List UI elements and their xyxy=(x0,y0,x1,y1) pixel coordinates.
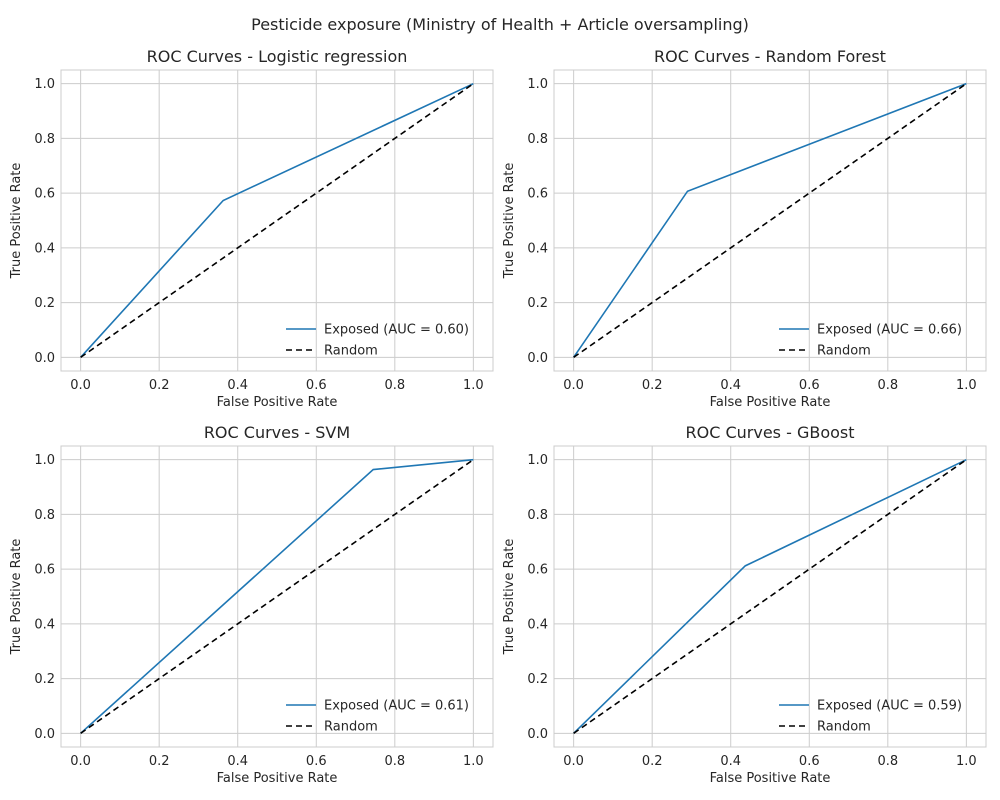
x-tick-label: 1.0 xyxy=(463,378,484,393)
plot-frame xyxy=(553,445,987,748)
legend: Exposed (AUC = 0.61) Random xyxy=(286,699,469,735)
random-baseline-line xyxy=(80,83,474,358)
y-axis-label: True Positive Rate xyxy=(502,539,517,656)
x-tick-label: 0.4 xyxy=(720,754,741,769)
plot-frame xyxy=(553,69,987,372)
x-tick-label: 0.2 xyxy=(642,754,663,769)
x-tick-label: 0.8 xyxy=(877,378,898,393)
x-tick-label: 0.0 xyxy=(70,754,91,769)
x-tick-label: 0.4 xyxy=(227,378,248,393)
panel-title: ROC Curves - SVM xyxy=(204,423,350,442)
y-tick-label: 0.2 xyxy=(527,672,548,687)
y-tick-label: 0.6 xyxy=(527,187,548,202)
y-tick-label: 0.4 xyxy=(34,241,55,256)
y-tick-label: 0.8 xyxy=(527,132,548,147)
y-tick-label: 0.0 xyxy=(527,351,548,366)
y-tick-label: 0.2 xyxy=(34,296,55,311)
panel-title: ROC Curves - Logistic regression xyxy=(147,47,408,66)
legend-label: Exposed (AUC = 0.59) xyxy=(817,699,962,714)
y-tick-label: 1.0 xyxy=(527,453,548,468)
x-tick-label: 0.6 xyxy=(306,378,327,393)
y-tick-label: 0.4 xyxy=(527,241,548,256)
x-axis-label: False Positive Rate xyxy=(710,395,831,410)
y-tick-label: 0.0 xyxy=(527,727,548,742)
chart-panel-2: 0.0 0.2 0.4 0.6 0.8 1.0 0.0 0.2 0.4 0.6 0.8 1.0 ROC … xyxy=(502,47,987,410)
y-tick-label: 1.0 xyxy=(527,77,548,92)
panels-container: 0.0 0.2 0.4 0.6 0.8 1.0 0.0 0.2 0.4 0.6 0.8 1.0 ROC … xyxy=(9,47,987,786)
y-tick-label: 0.6 xyxy=(34,563,55,578)
y-tick-label: 0.2 xyxy=(527,296,548,311)
random-baseline-line xyxy=(573,83,967,358)
legend-label: Exposed (AUC = 0.66) xyxy=(817,323,962,338)
chart-panel-4: 0.0 0.2 0.4 0.6 0.8 1.0 0.0 0.2 0.4 0.6 0.8 1.0 ROC … xyxy=(502,423,987,786)
x-tick-label: 0.0 xyxy=(563,378,584,393)
x-tick-label: 0.2 xyxy=(149,378,170,393)
figure-title: Pesticide exposure (Ministry of Health +… xyxy=(251,15,749,34)
x-axis-label: False Positive Rate xyxy=(217,395,338,410)
plot-frame xyxy=(60,69,494,372)
legend-label: Exposed (AUC = 0.61) xyxy=(324,699,469,714)
y-tick-label: 0.8 xyxy=(527,508,548,523)
legend-label: Random xyxy=(817,344,871,359)
y-tick-label: 1.0 xyxy=(34,453,55,468)
y-axis-label: True Positive Rate xyxy=(502,163,517,280)
y-axis-label: True Positive Rate xyxy=(9,539,24,656)
random-baseline-line xyxy=(573,459,967,734)
x-tick-label: 0.0 xyxy=(563,754,584,769)
y-tick-label: 0.2 xyxy=(34,672,55,687)
legend-label: Exposed (AUC = 0.60) xyxy=(324,323,469,338)
x-tick-label: 0.2 xyxy=(642,378,663,393)
chart-panel-1: 0.0 0.2 0.4 0.6 0.8 1.0 0.0 0.2 0.4 0.6 0.8 1.0 ROC … xyxy=(9,47,494,410)
legend-label: Random xyxy=(817,720,871,735)
roc-curve-line xyxy=(80,82,474,358)
y-tick-label: 0.4 xyxy=(527,617,548,632)
legend-label: Random xyxy=(324,344,378,359)
roc-curve-line xyxy=(572,82,967,358)
legend: Exposed (AUC = 0.59) Random xyxy=(779,699,962,735)
y-tick-label: 1.0 xyxy=(34,77,55,92)
y-tick-label: 0.8 xyxy=(34,508,55,523)
roc-curve-line xyxy=(573,458,967,734)
x-axis-label: False Positive Rate xyxy=(710,771,831,786)
y-tick-label: 0.6 xyxy=(527,563,548,578)
y-tick-label: 0.8 xyxy=(34,132,55,147)
x-tick-label: 0.4 xyxy=(227,754,248,769)
legend: Exposed (AUC = 0.66) Random xyxy=(779,323,962,359)
x-axis-label: False Positive Rate xyxy=(217,771,338,786)
legend: Exposed (AUC = 0.60) Random xyxy=(286,323,469,359)
x-tick-label: 0.6 xyxy=(306,754,327,769)
x-tick-label: 1.0 xyxy=(956,754,977,769)
random-baseline-line xyxy=(80,459,474,734)
legend-label: Random xyxy=(324,720,378,735)
x-tick-label: 0.6 xyxy=(799,378,820,393)
plot-frame xyxy=(60,445,494,748)
panel-title: ROC Curves - GBoost xyxy=(685,423,854,442)
x-tick-label: 0.8 xyxy=(384,378,405,393)
x-tick-label: 0.8 xyxy=(384,754,405,769)
x-tick-label: 0.2 xyxy=(149,754,170,769)
y-tick-label: 0.0 xyxy=(34,351,55,366)
y-tick-label: 0.6 xyxy=(34,187,55,202)
chart-panel-3: 0.0 0.2 0.4 0.6 0.8 1.0 0.0 0.2 0.4 0.6 0.8 1.0 ROC … xyxy=(9,423,494,786)
x-tick-label: 0.4 xyxy=(720,378,741,393)
x-tick-label: 1.0 xyxy=(463,754,484,769)
x-tick-label: 0.8 xyxy=(877,754,898,769)
panel-title: ROC Curves - Random Forest xyxy=(654,47,886,66)
roc-curve-line xyxy=(80,458,474,734)
y-tick-label: 0.0 xyxy=(34,727,55,742)
x-tick-label: 0.0 xyxy=(70,378,91,393)
x-tick-label: 1.0 xyxy=(956,378,977,393)
y-tick-label: 0.4 xyxy=(34,617,55,632)
x-tick-label: 0.6 xyxy=(799,754,820,769)
y-axis-label: True Positive Rate xyxy=(9,163,24,280)
